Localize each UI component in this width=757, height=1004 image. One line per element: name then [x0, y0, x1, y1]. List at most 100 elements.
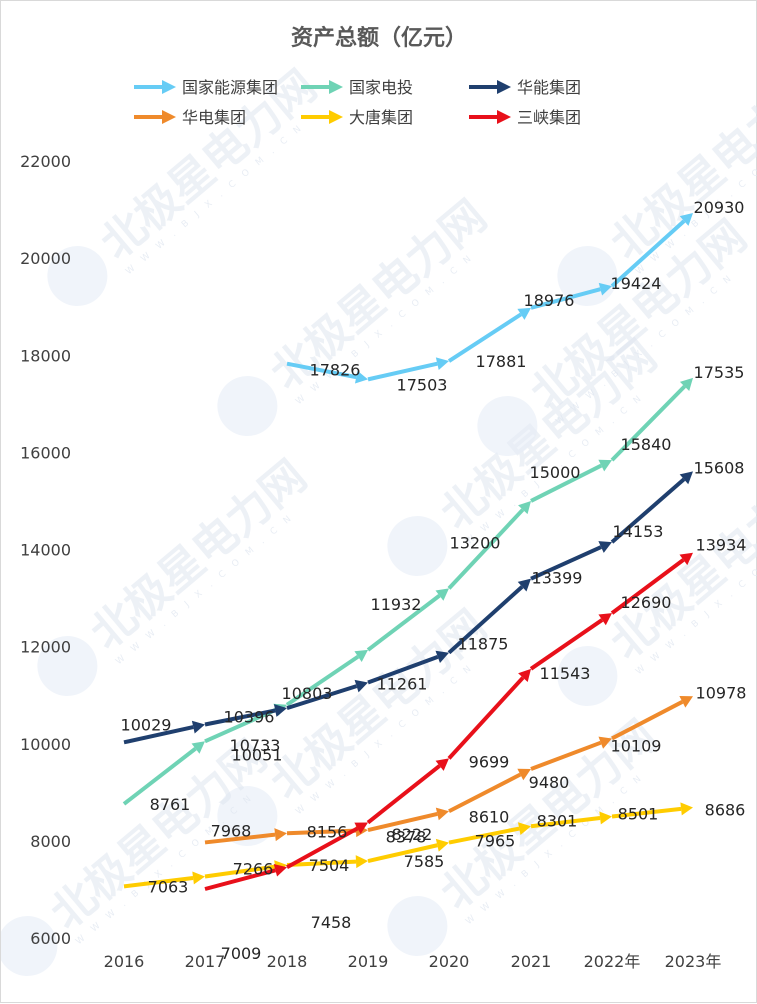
series-segment	[529, 618, 604, 671]
series-segment	[610, 384, 687, 462]
series-segment	[367, 812, 438, 833]
y-tick-label: 18000	[20, 346, 71, 365]
data-label: 10803	[282, 684, 333, 703]
series-layer	[122, 212, 693, 891]
data-label: 11543	[540, 664, 591, 683]
series-segment	[448, 772, 522, 814]
legend-item: 国家电投	[301, 78, 413, 97]
data-label: 17503	[397, 375, 448, 394]
data-label-layer: 1782617503178811897619424209308761100511…	[121, 198, 747, 963]
series-segment	[448, 826, 520, 845]
data-label: 9480	[529, 773, 570, 792]
data-point-arrow	[274, 828, 287, 842]
y-tick-label: 8000	[30, 832, 71, 851]
data-point-arrow	[679, 471, 693, 485]
data-label: 7458	[311, 913, 352, 932]
x-tick-label: 2017	[185, 952, 226, 971]
data-point-arrow	[679, 212, 693, 226]
data-label: 8610	[469, 807, 510, 826]
data-point-arrow	[354, 370, 368, 384]
data-label: 19424	[611, 274, 662, 293]
watermark-logo-icon	[217, 785, 278, 846]
data-point-arrow	[435, 807, 449, 821]
series-line	[122, 377, 693, 806]
data-point-arrow	[680, 802, 693, 816]
series-segment	[530, 545, 602, 581]
series-segment	[204, 707, 277, 744]
legend-item: 大唐集团	[301, 108, 413, 127]
watermark-logo-icon	[217, 375, 278, 436]
data-point-arrow	[517, 578, 531, 592]
y-axis: 6000 8000 10000 12000 14000 16000 18000 20000 22…	[20, 152, 71, 948]
legend-label: 国家电投	[349, 78, 413, 97]
x-tick-label: 2022年	[584, 952, 641, 971]
data-point-arrow	[598, 541, 612, 553]
series-segment	[204, 708, 276, 727]
x-tick-label: 2020	[429, 952, 470, 971]
data-point-arrow	[354, 679, 368, 693]
series-segment	[366, 764, 441, 825]
data-label: 13399	[532, 569, 583, 588]
series-segment	[611, 700, 684, 741]
data-label: 11875	[458, 635, 509, 654]
series-line	[204, 696, 693, 845]
data-label: 13200	[450, 533, 501, 552]
data-label: 20930	[694, 198, 745, 217]
data-point-arrow	[599, 811, 612, 825]
data-point-arrow	[598, 459, 612, 472]
data-label: 7965	[475, 832, 516, 851]
data-label: 11932	[371, 595, 422, 614]
data-label: 12690	[621, 593, 672, 612]
data-label: 15608	[694, 458, 745, 477]
x-tick-label: 2018	[267, 952, 308, 971]
series-segment	[123, 875, 194, 889]
legend-item: 华能集团	[469, 78, 581, 97]
x-tick-label: 2019	[348, 952, 389, 971]
data-point-arrow	[354, 649, 368, 663]
data-label: 14153	[613, 522, 664, 541]
watermark-logo-icon	[557, 645, 618, 706]
data-point-arrow	[598, 613, 612, 626]
series-segment	[285, 654, 360, 707]
legend-arrow-icon	[162, 110, 176, 124]
x-tick-label: 2016	[104, 952, 145, 971]
data-label: 8156	[307, 822, 348, 841]
data-point-arrow	[435, 588, 449, 601]
legend-arrow-icon	[162, 80, 176, 94]
series-segment	[122, 747, 197, 806]
data-label: 9699	[469, 752, 510, 771]
data-label: 10051	[232, 745, 283, 764]
series-line	[204, 552, 693, 891]
chart-title: 资产总额（亿元）	[291, 25, 467, 51]
legend-arrow-icon	[329, 110, 343, 124]
data-label: 8501	[618, 805, 659, 824]
data-label: 15840	[621, 435, 672, 454]
data-point-arrow	[273, 863, 287, 877]
data-label: 7266	[233, 860, 274, 879]
data-point-arrow	[355, 855, 368, 869]
series-segment	[447, 312, 523, 363]
legend-label: 三峡集团	[517, 108, 581, 127]
data-label: 8222	[392, 825, 433, 844]
data-label: 7504	[309, 856, 350, 875]
series-segment	[286, 361, 357, 380]
y-tick-label: 16000	[20, 443, 71, 462]
x-axis: 2016 2017 2018 2019 2020 2021 2022年 2023年	[104, 952, 722, 971]
series-segment	[610, 219, 686, 288]
series-segment	[530, 463, 603, 503]
data-label: 18976	[524, 291, 575, 310]
watermark-logo-icon	[37, 635, 98, 696]
series-segment	[611, 806, 682, 819]
series-segment	[286, 828, 357, 836]
watermark-logo-icon	[477, 395, 538, 456]
data-label: 10029	[121, 715, 172, 734]
y-tick-label: 22000	[20, 152, 71, 171]
data-label: 7009	[221, 944, 262, 963]
data-label: 10109	[611, 736, 662, 755]
data-point-arrow	[354, 822, 368, 835]
watermark-text: 北极星电力网	[81, 451, 316, 660]
